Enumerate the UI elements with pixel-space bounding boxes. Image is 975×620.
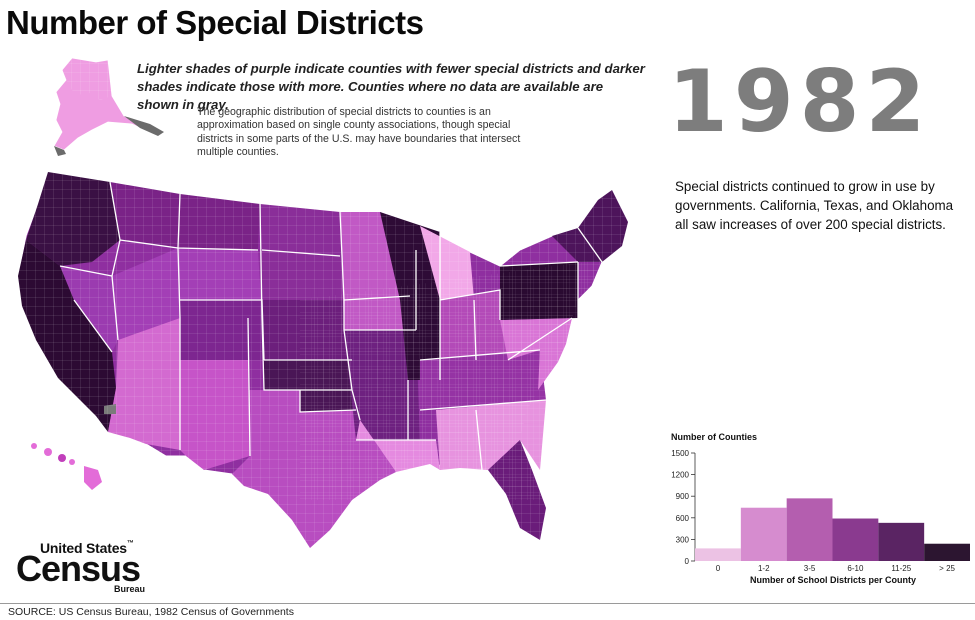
hawaii-island-3 <box>58 454 66 462</box>
x-tick-label: 11-25 <box>891 564 911 573</box>
y-tick-label: 1200 <box>671 471 689 480</box>
y-tick-label: 0 <box>685 557 690 566</box>
continental-us <box>17 171 629 549</box>
page-title: Number of Special Districts <box>6 4 424 41</box>
footer-divider <box>0 603 975 604</box>
hawaii-island-2 <box>44 448 52 456</box>
logo-bureau: Bureau <box>114 584 146 594</box>
logo-united-states: United States™ <box>40 540 134 556</box>
census-bureau-logo: United States™ Census Bureau <box>16 540 146 596</box>
chart-title: Number of Counties <box>671 432 758 442</box>
logo-census: Census <box>16 548 141 589</box>
x-tick-label: > 25 <box>939 564 955 573</box>
bar-5 <box>878 522 925 561</box>
state-borders <box>59 181 603 471</box>
map-svg <box>17 57 629 549</box>
alaska-region <box>53 57 165 156</box>
x-tick-label: 3-5 <box>804 564 816 573</box>
source-note: SOURCE: US Census Bureau, 1982 Census of… <box>8 606 294 618</box>
y-axis: 0 300 600 900 1200 1500 <box>671 449 696 566</box>
y-tick-label: 1500 <box>671 449 689 458</box>
year-label: 1982 <box>668 52 932 152</box>
x-tick-label: 1-2 <box>758 564 770 573</box>
bar-series <box>695 498 970 561</box>
map-note: The geographic distribution of special d… <box>197 106 521 159</box>
bar-4 <box>832 518 879 561</box>
y-tick-label: 900 <box>676 492 690 501</box>
x-axis-title: Number of School Districts per County <box>750 575 916 585</box>
y-tick-label: 300 <box>676 535 690 544</box>
hawaii-region <box>31 443 102 490</box>
x-tick-label: 0 <box>716 564 721 573</box>
bar-1 <box>695 548 741 561</box>
x-axis-labels: 0 1-2 3-5 6-10 11-25 > 25 <box>716 564 956 573</box>
bar-6 <box>924 543 970 561</box>
hawaii-island-5 <box>84 466 102 490</box>
map-subtitle: Lighter shades of purple indicate counti… <box>137 61 645 112</box>
hawaii-island-1 <box>31 443 37 449</box>
x-tick-label: 6-10 <box>847 564 864 573</box>
bar-3 <box>786 498 833 561</box>
hawaii-island-4 <box>69 459 75 465</box>
alaska-panhandle <box>124 116 164 136</box>
us-county-map <box>17 57 629 549</box>
bar-2 <box>740 507 787 561</box>
year-description: Special districts continued to grow in u… <box>675 179 954 232</box>
y-tick-label: 600 <box>676 514 690 523</box>
